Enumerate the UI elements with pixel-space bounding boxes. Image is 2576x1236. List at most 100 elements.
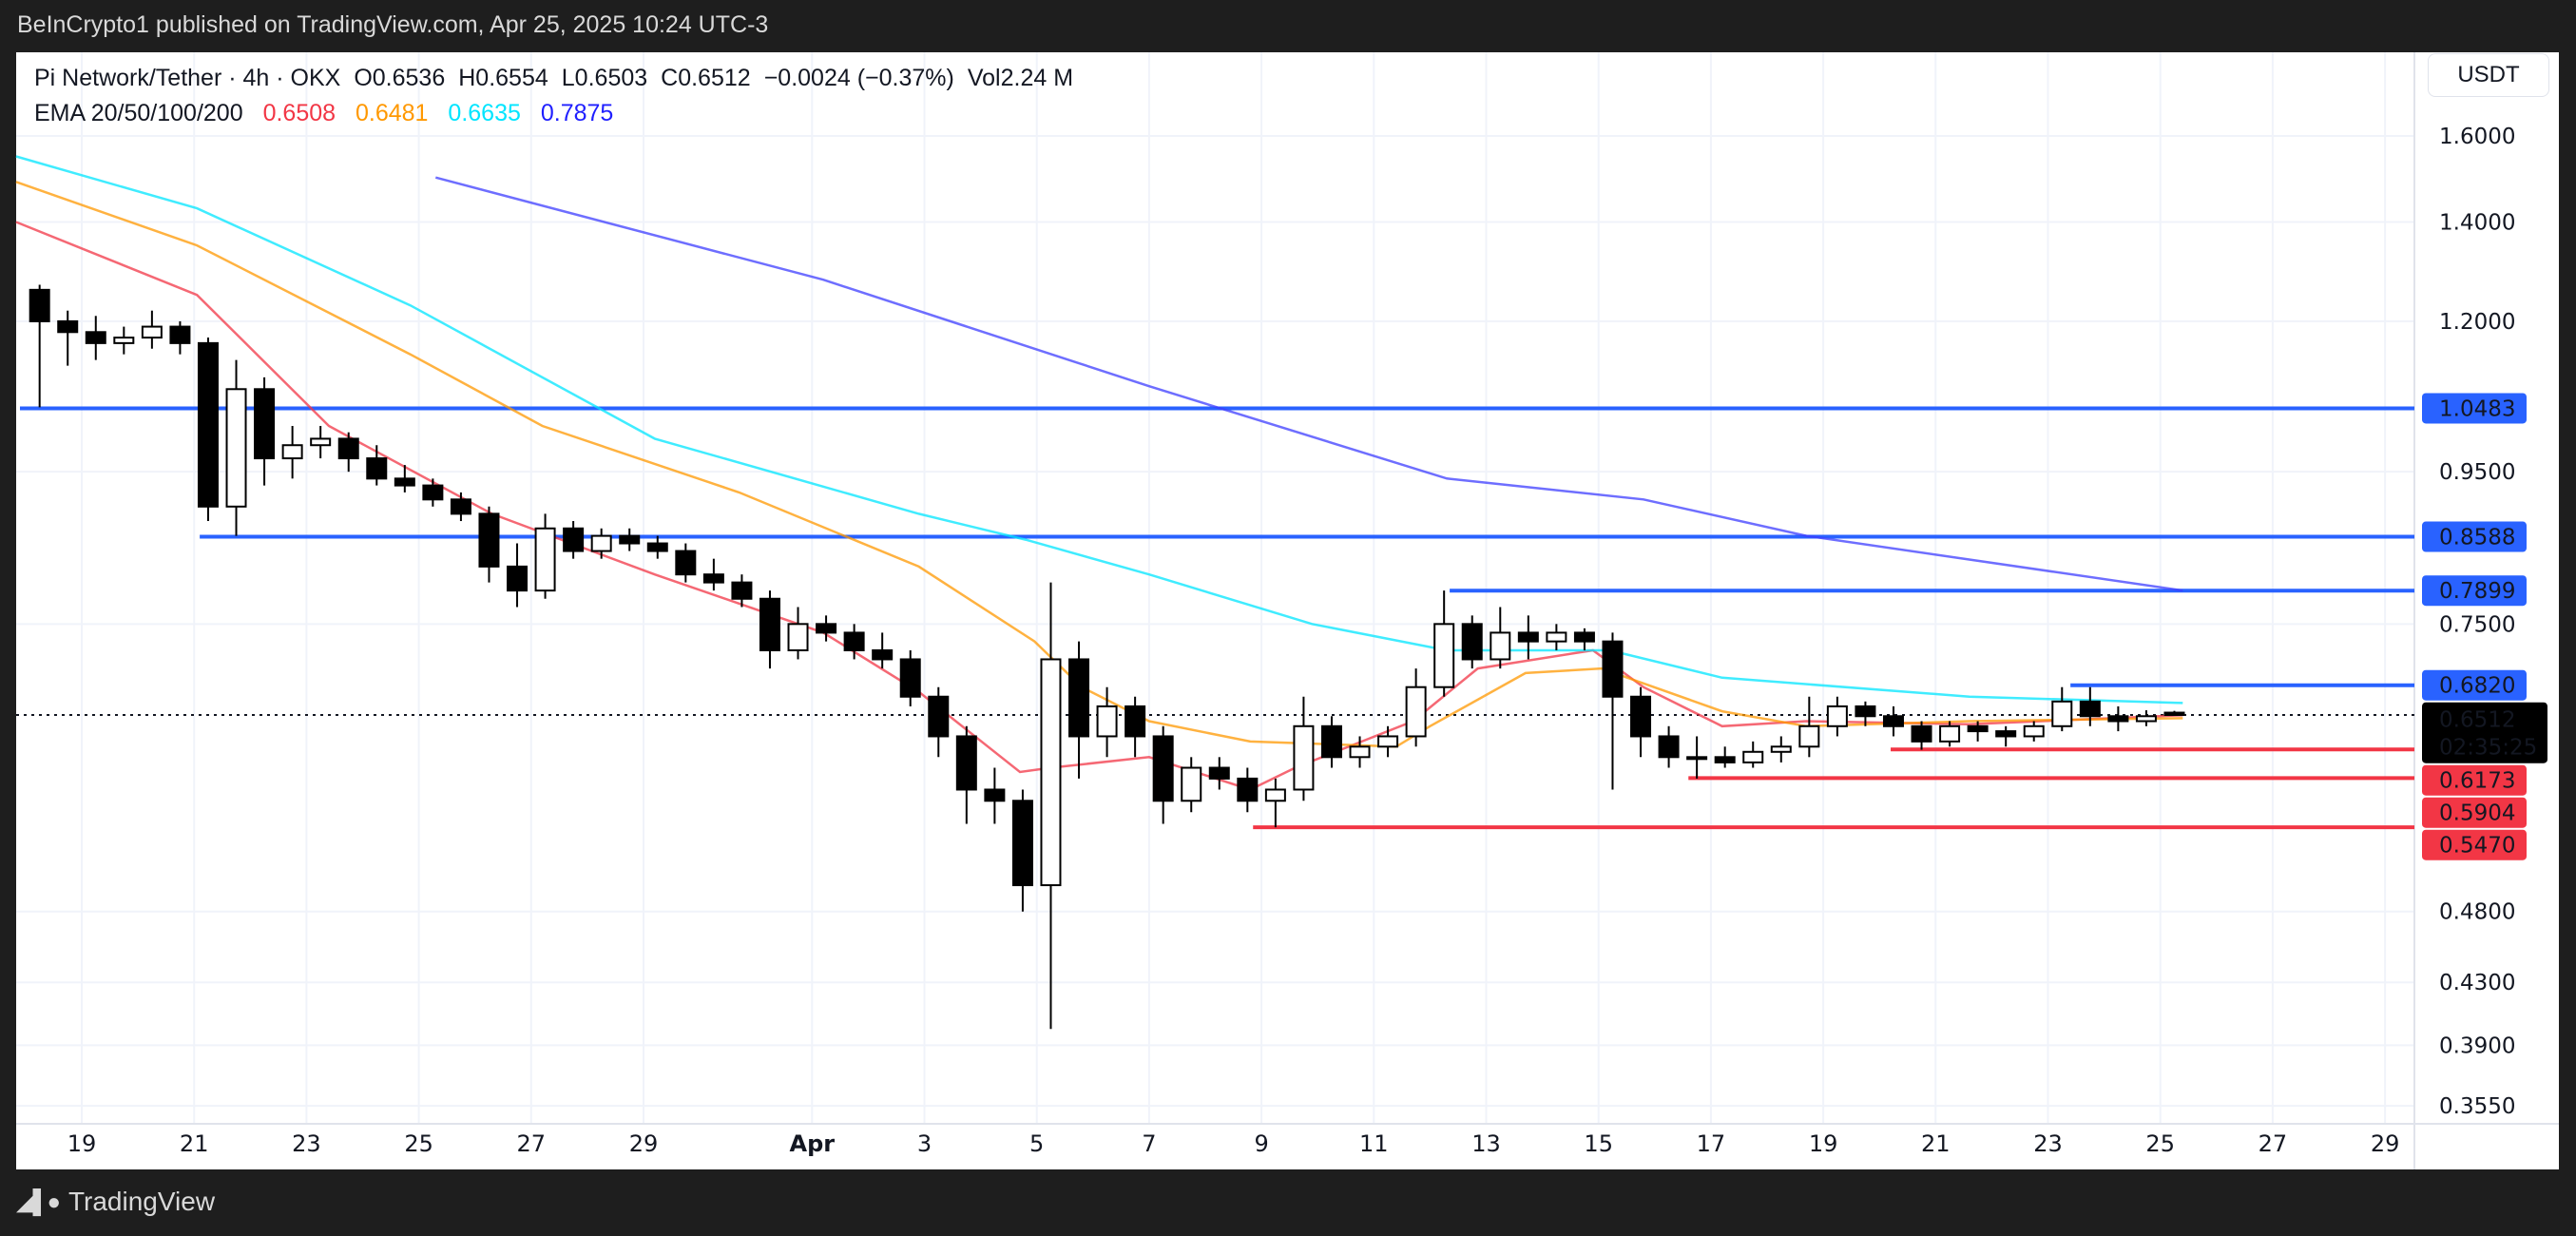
grid bbox=[16, 52, 2559, 1169]
candle-up bbox=[1264, 788, 1286, 802]
candle-down bbox=[563, 527, 585, 552]
candle-down bbox=[899, 658, 921, 698]
candle-up bbox=[1742, 750, 1764, 763]
ohlc-low: L0.6503 bbox=[561, 65, 648, 91]
price-tick-label: 0.7500 bbox=[2439, 612, 2515, 637]
candle-up bbox=[1490, 631, 1511, 661]
symbol-legend: Pi Network/Tether · 4h · OKX O0.6536 H0.65… bbox=[34, 65, 1086, 92]
resistance-price-tag bbox=[2422, 575, 2527, 607]
candle-down bbox=[702, 573, 724, 584]
price-tick-label: 1.6000 bbox=[2439, 125, 2515, 149]
candle-up bbox=[225, 388, 247, 508]
candle-up bbox=[534, 527, 556, 592]
candle-down bbox=[1967, 724, 1989, 733]
candle-down bbox=[843, 631, 865, 651]
ohlc-close: C0.6512 bbox=[661, 65, 751, 91]
candle-down bbox=[254, 388, 276, 460]
candle-up bbox=[1377, 735, 1399, 748]
candle-up bbox=[787, 623, 809, 651]
candle-up bbox=[1798, 724, 1820, 748]
candle-up bbox=[2051, 700, 2073, 727]
price-tick-label: 0.3550 bbox=[2439, 1094, 2515, 1119]
price-tick-label: 0.9500 bbox=[2439, 460, 2515, 485]
candle-down bbox=[85, 331, 106, 344]
candle-up bbox=[1349, 745, 1371, 759]
candle-down bbox=[675, 550, 697, 576]
time-axis: 19 21 23 25 27 29 Apr 3 5 7 9 11 13 15 17 19 21 23 25 27 29 bbox=[67, 1130, 2400, 1157]
support-price-tag bbox=[2422, 764, 2527, 796]
ema100-line bbox=[15, 155, 2183, 705]
candle-down bbox=[29, 288, 50, 322]
candle-down bbox=[872, 648, 894, 661]
time-tick-label: 23 bbox=[292, 1130, 321, 1157]
candle-down bbox=[1237, 777, 1259, 802]
level-price-label: 1.0483 bbox=[2439, 396, 2515, 421]
symbol-title[interactable]: Pi Network/Tether · 4h · OKX bbox=[34, 65, 341, 91]
candle-up bbox=[281, 444, 303, 460]
candle-down bbox=[1125, 705, 1146, 738]
ohlc-open: O0.6536 bbox=[354, 65, 446, 91]
time-tick-label: 19 bbox=[1809, 1130, 1838, 1157]
level-price-label: 0.6820 bbox=[2439, 674, 2515, 699]
candle-down bbox=[366, 457, 388, 480]
time-tick-label: 5 bbox=[1029, 1130, 1044, 1157]
last-price-tag bbox=[2422, 702, 2547, 763]
candle-up bbox=[1770, 745, 1792, 753]
bar-countdown: 02:35:25 bbox=[2439, 736, 2537, 761]
price-tick-label: 0.4800 bbox=[2439, 900, 2515, 925]
ema100-value: 0.6635 bbox=[448, 100, 521, 126]
candle-up bbox=[1546, 631, 1567, 643]
time-tick-label: 29 bbox=[629, 1130, 659, 1157]
candle-down bbox=[619, 534, 641, 545]
candle-down bbox=[2163, 711, 2185, 717]
currency-button[interactable]: USDT bbox=[2428, 53, 2549, 97]
time-tick-label: 3 bbox=[917, 1130, 932, 1157]
time-tick-label: 29 bbox=[2371, 1130, 2400, 1157]
candle-down bbox=[928, 695, 950, 738]
candle-down bbox=[337, 437, 359, 460]
volume: Vol2.24 M bbox=[967, 65, 1074, 91]
candle-down bbox=[1461, 623, 1483, 661]
candle-down bbox=[394, 477, 415, 487]
ema200-line bbox=[434, 176, 2183, 592]
time-tick-label: 19 bbox=[67, 1130, 97, 1157]
ema20-value: 0.6508 bbox=[262, 100, 336, 126]
level-price-label: 0.5904 bbox=[2439, 801, 2515, 826]
footer-brand[interactable]: ◢▌● TradingView bbox=[17, 1187, 215, 1217]
candle-up bbox=[1826, 705, 1848, 727]
ema200-value: 0.7875 bbox=[540, 100, 614, 126]
support-price-tag bbox=[2422, 797, 2527, 828]
ema50-value: 0.6481 bbox=[356, 100, 429, 126]
candle-down bbox=[984, 788, 1006, 802]
candle-down bbox=[955, 735, 977, 791]
candle-up bbox=[310, 437, 332, 447]
price-change: −0.0024 (−0.37%) bbox=[763, 65, 954, 91]
time-tick-label: 23 bbox=[2033, 1130, 2063, 1157]
candle-up bbox=[2023, 724, 2045, 738]
time-tick-label: 11 bbox=[1359, 1130, 1389, 1157]
time-tick-label: 21 bbox=[1921, 1130, 1951, 1157]
candle-up bbox=[1181, 766, 1202, 802]
level-price-label: 0.8588 bbox=[2439, 526, 2515, 550]
time-tick-label: 21 bbox=[180, 1130, 209, 1157]
candle-up bbox=[1686, 756, 1708, 761]
brand-name: TradingView bbox=[67, 1187, 216, 1216]
time-tick-label: 15 bbox=[1584, 1130, 1613, 1157]
ema-label[interactable]: EMA 20/50/100/200 bbox=[34, 100, 243, 126]
resistance-price-tag bbox=[2422, 669, 2527, 701]
candle-up bbox=[1939, 724, 1961, 743]
candle-down bbox=[1630, 695, 1652, 738]
price-tick-label: 1.2000 bbox=[2439, 310, 2515, 335]
ema-lines bbox=[15, 155, 2183, 791]
time-tick-label: 13 bbox=[1471, 1130, 1501, 1157]
time-tick-label: 17 bbox=[1697, 1130, 1726, 1157]
time-tick-label: 25 bbox=[404, 1130, 433, 1157]
time-tick-label: 25 bbox=[2145, 1130, 2175, 1157]
candle-down bbox=[731, 581, 753, 600]
time-tick-label: Apr bbox=[790, 1130, 836, 1157]
published-info: BeInCrypto1 published on TradingView.com… bbox=[17, 11, 769, 38]
level-price-label: 0.6173 bbox=[2439, 769, 2515, 794]
price-axis: 1.6000 1.4000 1.2000 0.9500 0.7500 0.4800 0.43… bbox=[2439, 125, 2515, 1119]
candle-down bbox=[478, 512, 500, 568]
